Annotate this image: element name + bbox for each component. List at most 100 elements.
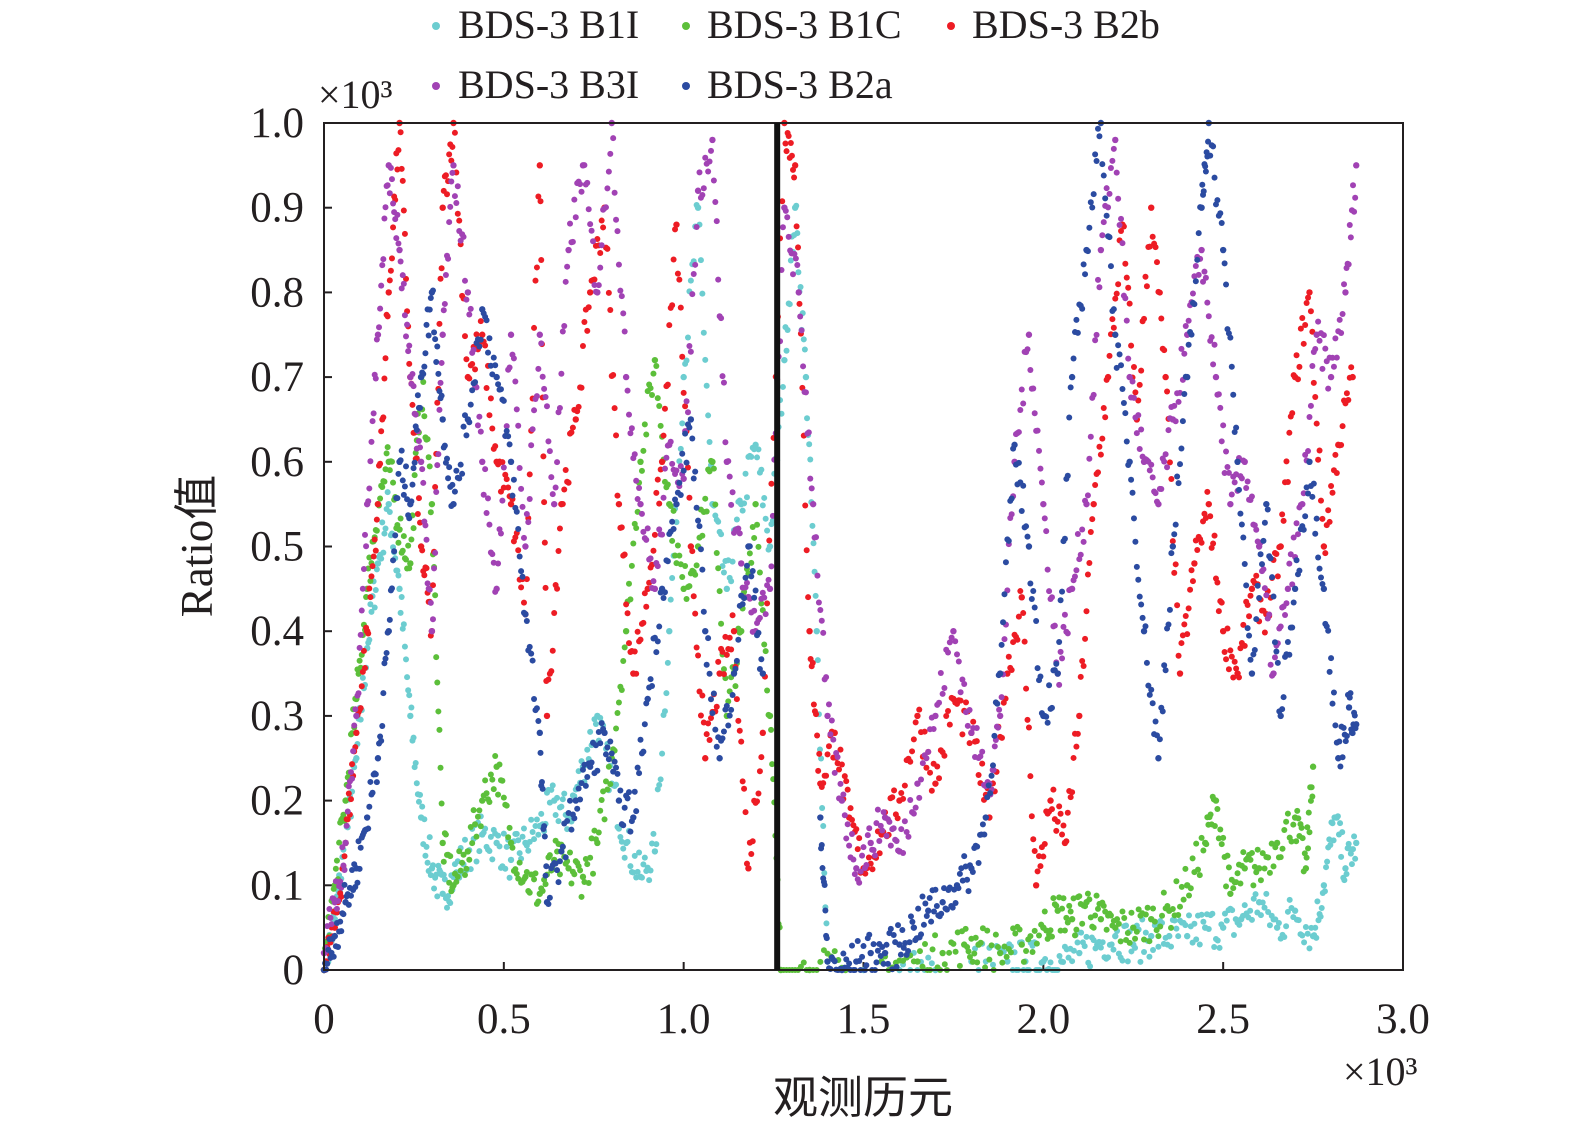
data-point: [520, 599, 527, 606]
data-point: [1056, 681, 1063, 688]
series-bds-3-b2a: [320, 119, 1360, 974]
data-point: [381, 375, 388, 382]
data-point: [1169, 906, 1176, 913]
data-point: [1148, 686, 1155, 693]
data-point: [546, 448, 553, 455]
data-point: [477, 428, 484, 435]
data-point: [1067, 794, 1074, 801]
data-point: [449, 169, 456, 176]
data-point: [728, 706, 735, 713]
data-point: [622, 628, 630, 635]
data-point: [454, 210, 461, 217]
data-point: [372, 771, 379, 778]
data-point: [854, 846, 861, 853]
x-tick-label: 1.5: [837, 996, 891, 1043]
data-point: [543, 863, 550, 870]
data-point: [933, 903, 940, 910]
data-point: [702, 628, 709, 635]
data-point: [425, 454, 432, 461]
data-point: [1125, 355, 1132, 362]
data-point: [1104, 373, 1112, 381]
data-point: [758, 466, 765, 473]
data-point: [715, 565, 722, 572]
data-point: [718, 315, 725, 322]
data-point: [425, 332, 432, 339]
data-point: [1338, 330, 1345, 337]
data-point: [433, 654, 440, 661]
data-point: [533, 816, 540, 823]
data-point: [1179, 418, 1186, 425]
data-point: [1142, 911, 1149, 918]
data-point: [1106, 234, 1113, 241]
data-point: [989, 762, 996, 769]
data-point: [1211, 341, 1218, 348]
data-point: [538, 778, 545, 785]
data-point: [390, 557, 397, 564]
data-point: [1068, 915, 1076, 923]
data-point: [507, 856, 515, 864]
data-point: [1135, 576, 1142, 583]
data-point: [1312, 924, 1319, 931]
data-point: [651, 848, 659, 855]
data-point: [966, 740, 973, 747]
data-point: [512, 866, 519, 873]
data-point: [449, 481, 456, 488]
data-point: [397, 129, 404, 136]
data-point: [1200, 918, 1207, 925]
data-point: [483, 790, 490, 797]
data-point: [386, 616, 393, 623]
data-point: [1349, 730, 1356, 737]
data-point: [1148, 204, 1155, 211]
data-point: [664, 558, 671, 565]
data-point: [1164, 464, 1171, 471]
data-point: [474, 422, 481, 429]
data-point: [881, 949, 889, 957]
data-point: [1060, 822, 1067, 829]
data-point: [384, 444, 391, 451]
data-point: [369, 789, 376, 796]
data-point: [397, 258, 404, 265]
data-point: [1122, 410, 1129, 417]
data-point: [1025, 331, 1033, 338]
data-point: [1318, 905, 1325, 912]
data-point: [758, 656, 765, 663]
data-point: [945, 708, 952, 715]
data-point: [876, 837, 883, 844]
data-point: [339, 844, 346, 851]
data-point: [366, 485, 373, 492]
data-point: [519, 503, 526, 510]
data-point: [552, 484, 559, 491]
data-point: [998, 641, 1005, 648]
data-point: [1220, 422, 1227, 429]
data-point: [995, 943, 1002, 950]
data-point: [1175, 480, 1182, 487]
data-point: [366, 585, 373, 592]
data-point: [1102, 414, 1109, 421]
data-point: [399, 177, 406, 184]
data-point: [429, 287, 436, 294]
legend-label-b1i: BDS-3 B1I: [458, 2, 639, 47]
data-point: [437, 275, 444, 282]
data-point: [656, 403, 663, 410]
data-point: [719, 648, 726, 655]
data-point: [831, 769, 838, 776]
data-point: [482, 466, 489, 473]
data-point: [1205, 138, 1212, 145]
data-point: [438, 800, 445, 807]
data-point: [1083, 933, 1090, 940]
data-point: [658, 458, 666, 465]
data-point: [764, 527, 771, 534]
data-point: [1166, 606, 1173, 613]
data-point: [909, 748, 916, 755]
data-point: [1117, 938, 1124, 945]
data-point: [625, 789, 632, 796]
data-point: [1027, 367, 1034, 374]
data-point: [371, 604, 378, 611]
data-point: [1346, 694, 1353, 701]
data-point: [1130, 515, 1137, 522]
data-point: [516, 465, 523, 472]
data-point: [627, 430, 634, 437]
data-point: [712, 501, 719, 508]
data-point: [634, 628, 641, 635]
